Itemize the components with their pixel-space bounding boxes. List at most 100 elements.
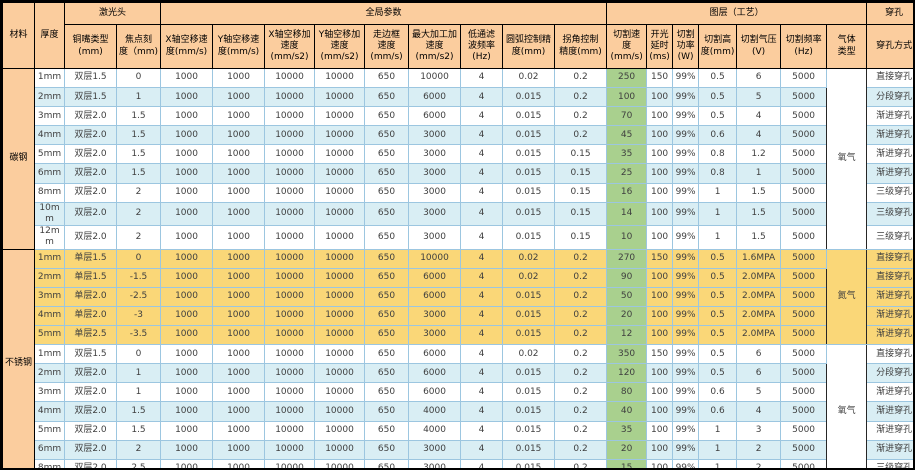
thickness-cell: 3mm — [34, 106, 65, 127]
column-header-8: 低通滤 波频率 (Hz) — [460, 24, 504, 69]
thickness-cell: 2mm — [34, 87, 65, 108]
focus-scale-cell: 0 — [115, 248, 162, 269]
laser-delay-cell: 100 — [646, 286, 674, 307]
arc-precision-cell: 0.015 — [502, 106, 556, 127]
cut-power-cell: 99% — [672, 67, 700, 89]
cut-pressure-cell: 5 — [736, 382, 782, 403]
x-speed-cell: 1000 — [160, 458, 214, 468]
max-accel-cell: 3000 — [408, 144, 462, 165]
cut-speed-cell: 35 — [606, 144, 648, 165]
nozzle-type-cell: 双层2.0 — [64, 420, 117, 441]
laser-delay-cell: 150 — [646, 67, 674, 89]
max-accel-cell: 6000 — [408, 382, 462, 403]
lowpass-freq-cell: 4 — [460, 305, 504, 327]
column-header-13: 切割 功率 (W) — [672, 24, 700, 69]
cut-power-cell: 99% — [672, 420, 700, 441]
y-speed-cell: 1000 — [212, 382, 266, 403]
x-accel-cell: 10000 — [264, 67, 316, 89]
cut-power-cell: 99% — [672, 458, 700, 468]
column-header-7: 最大加工加 速度 (mm/s2) — [408, 24, 462, 69]
nozzle-type-cell: 单层2.0 — [64, 286, 117, 307]
laser-delay-cell: 100 — [646, 201, 674, 227]
laser-delay-cell: 100 — [646, 125, 674, 146]
cut-height-cell: 0.6 — [698, 401, 738, 422]
table-row: 2mm 单层1.5 -1.5 1000 1000 10000 10000 650 6000 4 0.… — [3, 267, 913, 288]
cut-speed-cell: 270 — [606, 248, 648, 269]
cut-pressure-cell: 6 — [736, 344, 782, 365]
focus-scale-cell: 0 — [115, 344, 162, 365]
corner-precision-cell: 0.2 — [554, 325, 608, 346]
laser-delay-cell: 100 — [646, 325, 674, 346]
nozzle-type-cell: 双层2.0 — [64, 182, 117, 203]
cut-pressure-cell: 1.5 — [736, 182, 782, 203]
laser-delay-cell: 100 — [646, 382, 674, 403]
corner-precision-cell: 0.2 — [554, 401, 608, 422]
corner-precision-cell: 0.2 — [554, 344, 608, 365]
y-accel-cell: 10000 — [314, 67, 366, 89]
cut-frequency-cell: 5000 — [780, 163, 828, 184]
arc-precision-cell: 0.015 — [502, 439, 556, 460]
x-speed-cell: 1000 — [160, 286, 214, 307]
arc-precision-cell: 0.015 — [502, 382, 556, 403]
cut-power-cell: 99% — [672, 163, 700, 184]
y-accel-cell: 10000 — [314, 201, 366, 227]
cut-power-cell: 99% — [672, 87, 700, 108]
lowpass-freq-cell: 4 — [460, 67, 504, 89]
cut-pressure-cell: 3 — [736, 420, 782, 441]
cut-pressure-cell: 6 — [736, 363, 782, 384]
cut-frequency-cell: 5000 — [780, 325, 828, 346]
nozzle-type-cell: 单层1.5 — [64, 248, 117, 269]
y-accel-cell: 10000 — [314, 267, 366, 288]
focus-scale-cell: -2.5 — [115, 286, 162, 307]
pierce-mode-cell: 渐进穿孔 — [866, 325, 913, 346]
table-row: 碳钢 1mm 双层1.5 0 1000 1000 10000 10000 650 10000 4 0.… — [2, 67, 913, 250]
cut-pressure-cell: 4 — [736, 125, 782, 146]
y-accel-cell: 10000 — [314, 125, 366, 146]
corner-precision-cell: 0.2 — [554, 305, 608, 327]
corner-precision-cell: 0.2 — [554, 125, 608, 146]
cut-pressure-cell: 4 — [736, 106, 782, 127]
x-speed-cell: 1000 — [160, 363, 214, 384]
max-accel-cell: 6000 — [408, 106, 462, 127]
max-accel-cell: 3000 — [408, 125, 462, 146]
x-accel-cell: 10000 — [264, 144, 316, 165]
cut-height-cell: 0.5 — [698, 286, 738, 307]
lowpass-freq-cell: 4 — [460, 439, 504, 460]
y-accel-cell: 10000 — [314, 305, 366, 327]
lowpass-freq-cell: 4 — [460, 163, 504, 184]
column-header-4: X轴空移加 速度 (mm/s2) — [264, 24, 316, 69]
x-accel-cell: 10000 — [264, 420, 316, 441]
y-speed-cell: 1000 — [212, 286, 266, 307]
column-header-0: 铜嘴类型 (mm) — [64, 24, 117, 69]
arc-precision-cell: 0.015 — [502, 182, 556, 203]
x-speed-cell: 1000 — [160, 267, 214, 288]
frame-speed-cell: 650 — [364, 201, 410, 227]
column-header-9: 圆弧控制精 度(mm) — [502, 24, 556, 69]
cut-frequency-cell: 5000 — [780, 248, 828, 269]
cut-frequency-cell: 5000 — [780, 106, 828, 127]
frame-speed-cell: 650 — [364, 286, 410, 307]
laser-delay-cell: 100 — [646, 106, 674, 127]
cut-height-cell: 1 — [698, 182, 738, 203]
cut-height-cell: 1 — [698, 420, 738, 441]
thickness-cell: 5mm — [34, 144, 65, 165]
cut-pressure-cell: 4 — [736, 401, 782, 422]
x-accel-cell: 10000 — [264, 225, 316, 250]
cut-power-cell: 99% — [672, 363, 700, 384]
pierce-mode-cell: 分段穿孔 — [866, 87, 913, 108]
corner-precision-cell: 0.15 — [554, 225, 608, 250]
nozzle-type-cell: 双层2.0 — [64, 163, 117, 184]
cut-pressure-cell: 2.0MPA — [736, 267, 782, 288]
lowpass-freq-cell: 4 — [460, 382, 504, 403]
frame-speed-cell: 650 — [364, 225, 410, 250]
y-accel-cell: 10000 — [314, 182, 366, 203]
laser-delay-cell: 100 — [646, 87, 674, 108]
group-header-4: 图层（工艺） — [606, 2, 868, 25]
corner-precision-cell: 0.2 — [554, 363, 608, 384]
thickness-cell: 8mm — [34, 458, 65, 468]
x-accel-cell: 10000 — [264, 163, 316, 184]
y-accel-cell: 10000 — [314, 248, 366, 269]
max-accel-cell: 3000 — [408, 439, 462, 460]
frame-speed-cell: 650 — [364, 325, 410, 346]
x-speed-cell: 1000 — [160, 125, 214, 146]
